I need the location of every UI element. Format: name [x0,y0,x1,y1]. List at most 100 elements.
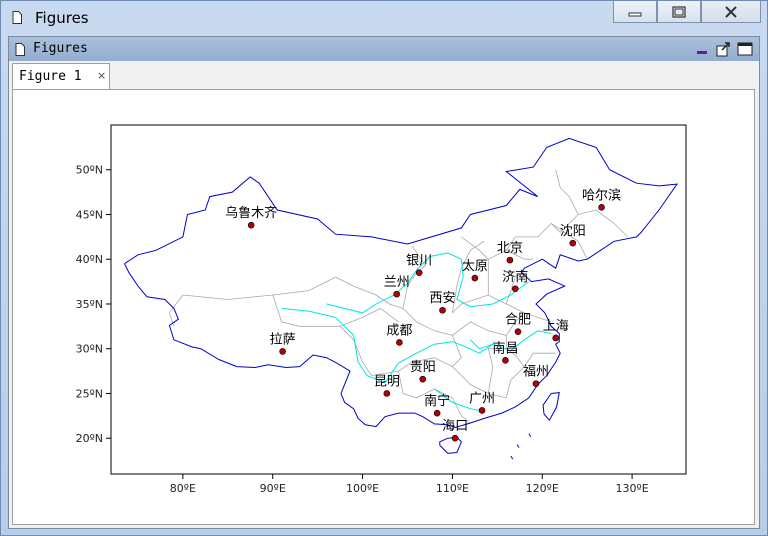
province-line [505,312,525,336]
city-label: 太原 [462,259,488,274]
lat-label: 25ºN [76,387,103,400]
island-mark [510,455,514,460]
province-line [335,276,417,323]
city-marker [396,339,403,346]
river-line [470,339,493,350]
city-marker [569,239,577,247]
city-label: 贵阳 [410,360,436,375]
city-marker [433,409,441,417]
province-line [416,321,462,368]
river-line [281,307,552,384]
city-label: 兰州 [384,275,410,290]
province-line [461,236,489,295]
city-marker [471,274,479,282]
province-line [487,348,525,394]
window-title: Figures [35,9,89,27]
tab-bar: Figure 1 × [9,61,759,89]
city-marker [247,221,255,229]
china-map-figure: 50ºN 45ºN 40ºN 35ºN 30ºN 25ºN 20ºN 80ºE 90ºE 100º… [76,124,687,495]
hainan-border [439,436,462,454]
city-marker [478,407,486,414]
city-marker [451,434,459,442]
city-label: 银川 [406,254,432,269]
lat-label: 40ºN [76,253,103,266]
figure-canvas: 50ºN 45ºN 40ºN 35ºN 30ºN 25ºN 20ºN 80ºE 90ºE 100º… [12,89,755,525]
province-line [452,294,552,323]
panel-titlebar[interactable]: Figures [9,37,759,61]
province-line [488,249,534,260]
city-marker [439,306,446,314]
province-line [434,388,471,424]
maximize-button[interactable] [657,1,701,23]
minimize-icon[interactable] [695,41,709,57]
province-line [398,371,435,399]
city-label: 南宁 [424,393,450,409]
province-line [505,272,525,305]
rivers [281,252,552,412]
city-marker [279,348,286,355]
city-marker [415,269,423,276]
city-label: 广州 [469,391,495,406]
tab-label: Figure 1 [19,69,82,84]
city-label: 西安 [430,291,456,306]
city-label: 拉萨 [270,332,296,347]
province-line [505,214,579,251]
panel-title: Figures [33,41,88,56]
province-line [452,321,507,349]
province-boundaries [168,169,628,424]
city-label: 沈阳 [560,224,586,239]
island-mark [516,444,520,448]
province-line [452,240,485,313]
city-label: 合肥 [505,313,531,328]
city-marker [532,380,540,387]
lon-label: 130ºE [616,482,649,495]
province-line [339,307,399,327]
window-titlebar[interactable]: Figures [1,1,767,35]
lon-label: 110ºE [436,482,469,495]
city-marker [393,290,401,298]
city-marker [419,375,427,383]
tab-close-icon[interactable]: × [97,69,107,82]
lon-label: 100ºE [346,482,379,495]
city-label: 上海 [543,319,569,334]
province-line [353,339,372,376]
tab-figure-1[interactable]: Figure 1 × [12,63,110,89]
city-label: 济南 [502,269,528,285]
lat-label: 30ºN [76,343,103,356]
dock-icon[interactable] [737,41,753,57]
document-icon [12,11,22,24]
city-marker [506,256,514,264]
island-mark [528,433,532,438]
city-label: 成都 [386,323,412,338]
province-line [168,294,184,327]
city-marker [383,390,391,397]
figures-panel: Figures Figure 1 × 50ºN 45ºN 40ºN 35ºN 30ºN 2… [8,36,760,529]
lon-label: 120ºE [526,482,559,495]
city-label: 乌鲁木齐 [225,205,277,221]
city-marker [598,204,605,211]
city-label: 昆明 [374,374,400,389]
document-icon [15,43,25,56]
province-line [371,357,435,376]
province-line [272,294,354,341]
city-marker [514,328,522,336]
city-label: 海口 [442,419,468,434]
undock-icon[interactable] [715,41,731,57]
lon-label: 80ºE [170,482,196,495]
axes: 50ºN 45ºN 40ºN 35ºN 30ºN 25ºN 20ºN 80ºE 90ºE 100º… [76,164,649,495]
city-marker [502,357,509,364]
city-label: 福州 [523,365,549,380]
city-marker [552,334,560,342]
province-line [555,169,579,215]
plot-frame [110,124,687,475]
mainland-border [124,137,679,429]
close-icon [725,5,737,18]
city-label: 南昌 [492,340,518,356]
close-button[interactable] [701,1,761,23]
city-marker [511,285,519,293]
city-label: 哈尔滨 [582,187,621,203]
city-label: 北京 [497,241,523,256]
minimize-button[interactable] [613,1,657,23]
